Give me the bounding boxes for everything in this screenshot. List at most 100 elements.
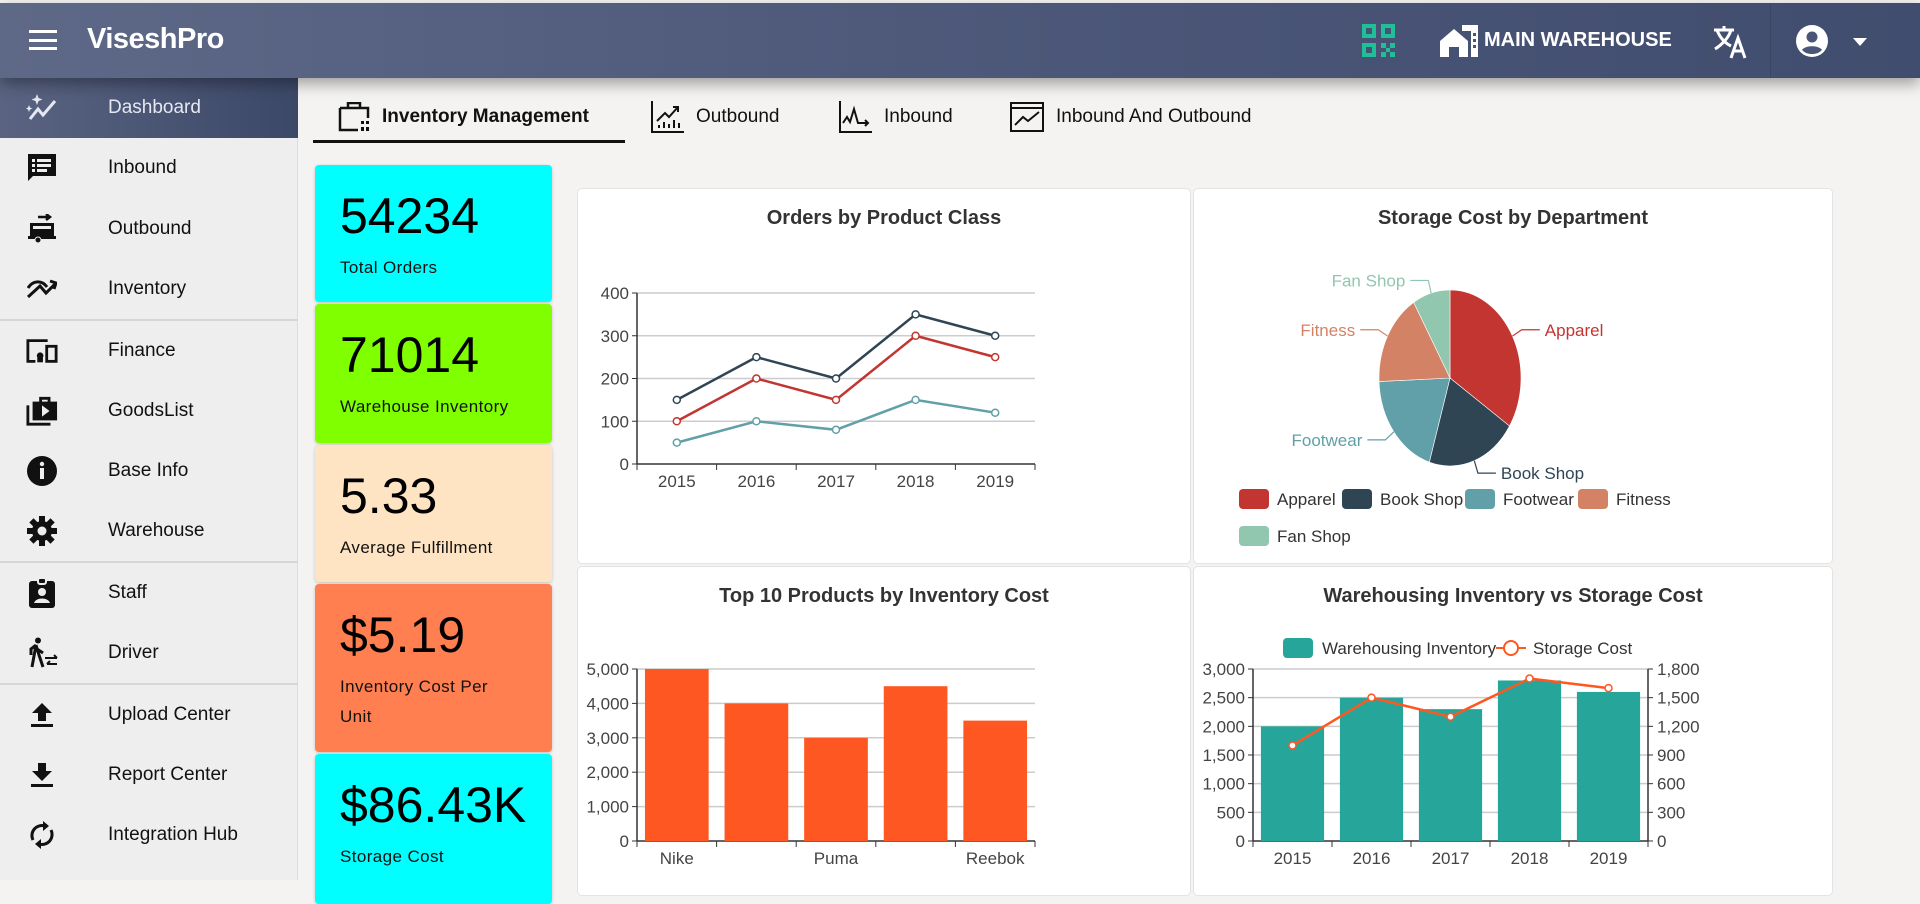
tab-inventory-management[interactable]: Inventory Management bbox=[338, 100, 589, 134]
sidebar-item-inventory[interactable]: Inventory bbox=[0, 259, 298, 319]
account-circle-icon[interactable] bbox=[1796, 25, 1828, 57]
data-point bbox=[672, 417, 682, 426]
kpi-label: Total Orders bbox=[340, 258, 438, 277]
inventory-trend-icon bbox=[26, 273, 58, 305]
legend-swatch bbox=[1239, 526, 1269, 546]
legend-label: Book Shop bbox=[1380, 490, 1463, 509]
x-tick-label: 2018 bbox=[897, 472, 935, 491]
y2-tick-label: 900 bbox=[1657, 746, 1685, 765]
sidebar-item-label: Staff bbox=[108, 582, 147, 603]
kpi-label: Average Fulfillment bbox=[340, 538, 493, 557]
data-point bbox=[672, 395, 682, 405]
kpi-value: 54234 bbox=[340, 188, 480, 244]
warehouse-selector[interactable]: MAIN WAREHOUSE bbox=[1484, 29, 1672, 51]
x-tick-label: 2016 bbox=[737, 472, 775, 491]
kpi-label: Warehouse Inventory bbox=[340, 397, 509, 416]
data-point bbox=[911, 395, 920, 405]
sidebar-item-label: Driver bbox=[108, 642, 159, 663]
bar bbox=[1576, 691, 1641, 841]
inventory-vs-cost-combo-chart: 0 500 1,000 1,500 2,000 2,500 3,000 0 300 600 900 1… bbox=[1202, 638, 1700, 868]
y-tick-label: 4,000 bbox=[586, 694, 629, 713]
driver-icon bbox=[26, 637, 58, 669]
bar bbox=[804, 737, 868, 841]
sidebar-item-integration-hub[interactable]: Integration Hub bbox=[0, 805, 298, 865]
x-tick-label: 2017 bbox=[817, 472, 855, 491]
data-point bbox=[990, 352, 1000, 362]
data-point bbox=[752, 374, 761, 383]
qr-code-icon[interactable] bbox=[1362, 24, 1395, 57]
legend-label: Fitness bbox=[1616, 490, 1671, 509]
tab-inbound[interactable]: Inbound bbox=[838, 100, 953, 134]
y-tick-label: 1,000 bbox=[586, 798, 629, 817]
x-tick-label: 2016 bbox=[1353, 849, 1391, 868]
translate-icon[interactable] bbox=[1712, 25, 1748, 59]
y-tick-label: 100 bbox=[601, 412, 629, 431]
series-line bbox=[676, 313, 996, 401]
gear-icon bbox=[26, 515, 58, 547]
staff-badge-icon bbox=[26, 577, 58, 609]
data-point bbox=[1288, 741, 1297, 750]
sidebar-item-upload-center[interactable]: Upload Center bbox=[0, 685, 298, 745]
sidebar-item-driver[interactable]: Driver bbox=[0, 623, 298, 683]
legend-label: Apparel bbox=[1277, 490, 1336, 509]
kpi-value: $86.43K bbox=[340, 777, 527, 833]
chart-up-icon bbox=[651, 101, 684, 133]
bar bbox=[724, 703, 789, 841]
tab-outbound[interactable]: Outbound bbox=[650, 100, 779, 134]
bar bbox=[1418, 709, 1483, 841]
pie-label: Book Shop bbox=[1501, 464, 1584, 483]
sidebar-item-inbound[interactable]: Inbound bbox=[0, 138, 298, 198]
orders-by-product-class-card: Orders by Product Class 0 100 200 300 400 201… bbox=[577, 188, 1191, 564]
sidebar-item-goodslist[interactable]: GoodsList bbox=[0, 381, 298, 441]
tab-label: Inbound And Outbound bbox=[1056, 106, 1252, 127]
y-tick-label: 0 bbox=[1236, 832, 1245, 851]
sidebar-item-label: Dashboard bbox=[108, 97, 201, 118]
y-tick-label: 0 bbox=[620, 455, 629, 474]
kpi-inventory-cost-per-unit: $5.19 Inventory Cost Per Unit bbox=[315, 584, 552, 752]
pie-label: Fitness bbox=[1300, 321, 1355, 340]
kpi-value: $5.19 bbox=[340, 607, 466, 663]
y-tick-label: 3,000 bbox=[586, 729, 629, 748]
sidebar-item-staff[interactable]: Staff bbox=[0, 563, 298, 623]
legend-marker bbox=[1503, 640, 1519, 656]
upload-icon bbox=[26, 699, 58, 731]
chart-title: Storage Cost by Department bbox=[1377, 207, 1649, 229]
sidebar-item-report-center[interactable]: Report Center bbox=[0, 745, 298, 805]
sidebar-item-warehouse[interactable]: Warehouse bbox=[0, 501, 298, 561]
sync-icon bbox=[26, 819, 58, 851]
sidebar-item-finance[interactable]: Finance bbox=[0, 321, 298, 381]
legend-swatch bbox=[1465, 489, 1495, 509]
y2-tick-label: 1,500 bbox=[1657, 689, 1700, 708]
x-tick-label: 2019 bbox=[1590, 849, 1628, 868]
legend-swatch bbox=[1342, 489, 1372, 509]
menu-icon[interactable] bbox=[29, 30, 57, 50]
data-point bbox=[1525, 674, 1534, 683]
data-point bbox=[672, 438, 682, 447]
data-point bbox=[1604, 683, 1613, 693]
tab-inbound-and-outbound[interactable]: Inbound And Outbound bbox=[1010, 100, 1251, 134]
sidebar-item-dashboard[interactable]: Dashboard bbox=[0, 78, 298, 138]
pie-label: Apparel bbox=[1545, 321, 1604, 340]
caret-down-icon[interactable] bbox=[1853, 38, 1867, 46]
bar bbox=[883, 686, 948, 841]
sidebar-item-outbound[interactable]: Outbound bbox=[0, 199, 298, 259]
info-icon bbox=[26, 455, 58, 487]
data-point bbox=[990, 331, 1000, 340]
data-point bbox=[831, 374, 841, 383]
y2-tick-label: 600 bbox=[1657, 775, 1685, 794]
pie-slice bbox=[1378, 301, 1451, 382]
x-tick-label: 2015 bbox=[1274, 849, 1312, 868]
y2-tick-label: 1,200 bbox=[1657, 717, 1700, 736]
legend-swatch bbox=[1239, 489, 1269, 509]
y2-tick-label: 1,800 bbox=[1657, 660, 1700, 679]
sidebar-item-base-info[interactable]: Base Info bbox=[0, 441, 298, 501]
pie-label-line bbox=[1360, 329, 1388, 337]
y-tick-label: 1,500 bbox=[1202, 746, 1245, 765]
bar bbox=[644, 669, 709, 841]
outbound-truck-icon bbox=[26, 213, 58, 245]
legend-swatch bbox=[1283, 638, 1313, 658]
tab-label: Outbound bbox=[696, 106, 780, 127]
sidebar-item-label: Finance bbox=[108, 340, 176, 361]
data-point bbox=[831, 395, 841, 405]
warehouse-icon[interactable] bbox=[1440, 25, 1478, 57]
